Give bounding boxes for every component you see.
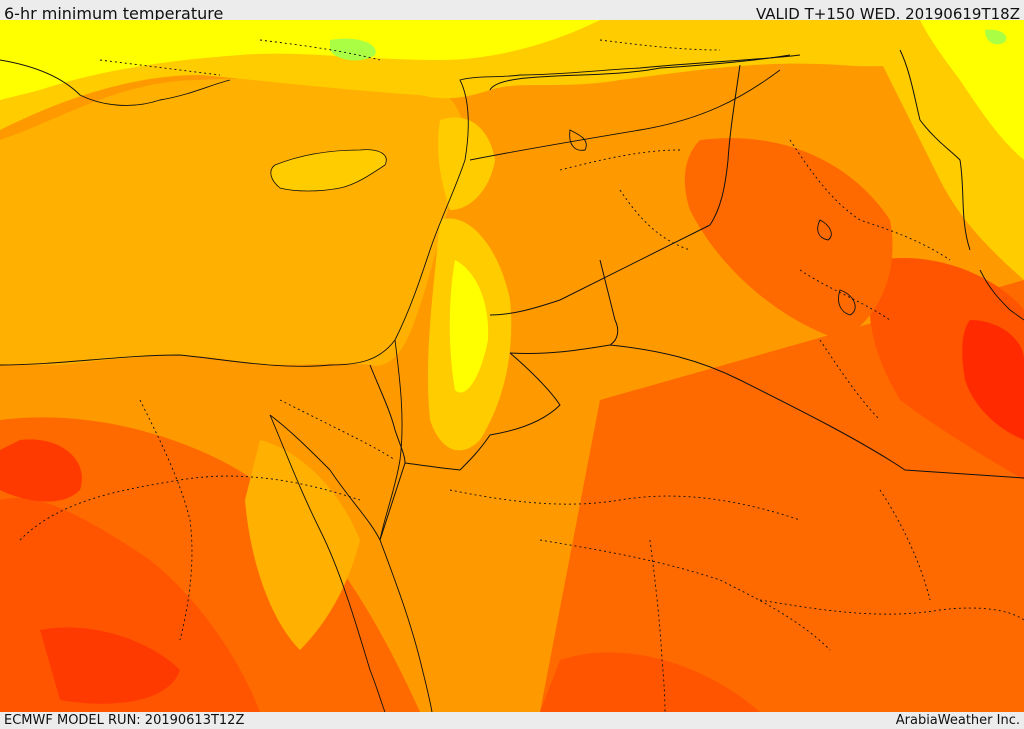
field-lebanon-cool [438,117,495,210]
field-gulf-hotspot [962,320,1024,440]
country-borders [369,49,1024,541]
field-syria-iraq [684,138,893,340]
header-bar: 6-hr minimum temperature VALID T+150 WED… [0,0,1024,23]
field-ne-coolest [920,20,1024,160]
temperature-map[interactable] [0,20,1024,712]
sea-mediterranean [0,78,465,366]
field-sinai-amber [245,440,360,650]
valid-time: VALID T+150 WED. 20190619T18Z [755,5,1020,23]
island-cyprus [270,149,387,192]
green-patch-ne [985,29,1007,45]
model-run: ECMWF MODEL RUN: 20190613T12Z [4,713,245,728]
map-canvas [0,20,1024,712]
credit-label: ArabiaWeather Inc. [895,713,1020,728]
province-borders [19,39,1024,712]
map-title: 6-hr minimum temperature [4,4,224,23]
field-north-coolest [0,20,600,100]
coastlines [0,54,1024,712]
footer-bar: ECMWF MODEL RUN: 20190613T12Z ArabiaWeat… [0,712,1024,729]
field-south-hot [540,652,760,712]
field-sw-hotspot [0,439,82,502]
field-levant-coolest [449,260,489,393]
field-iraq-hot [869,258,1024,480]
green-patch [330,38,376,61]
field-sw-hotspot-2 [40,627,180,704]
